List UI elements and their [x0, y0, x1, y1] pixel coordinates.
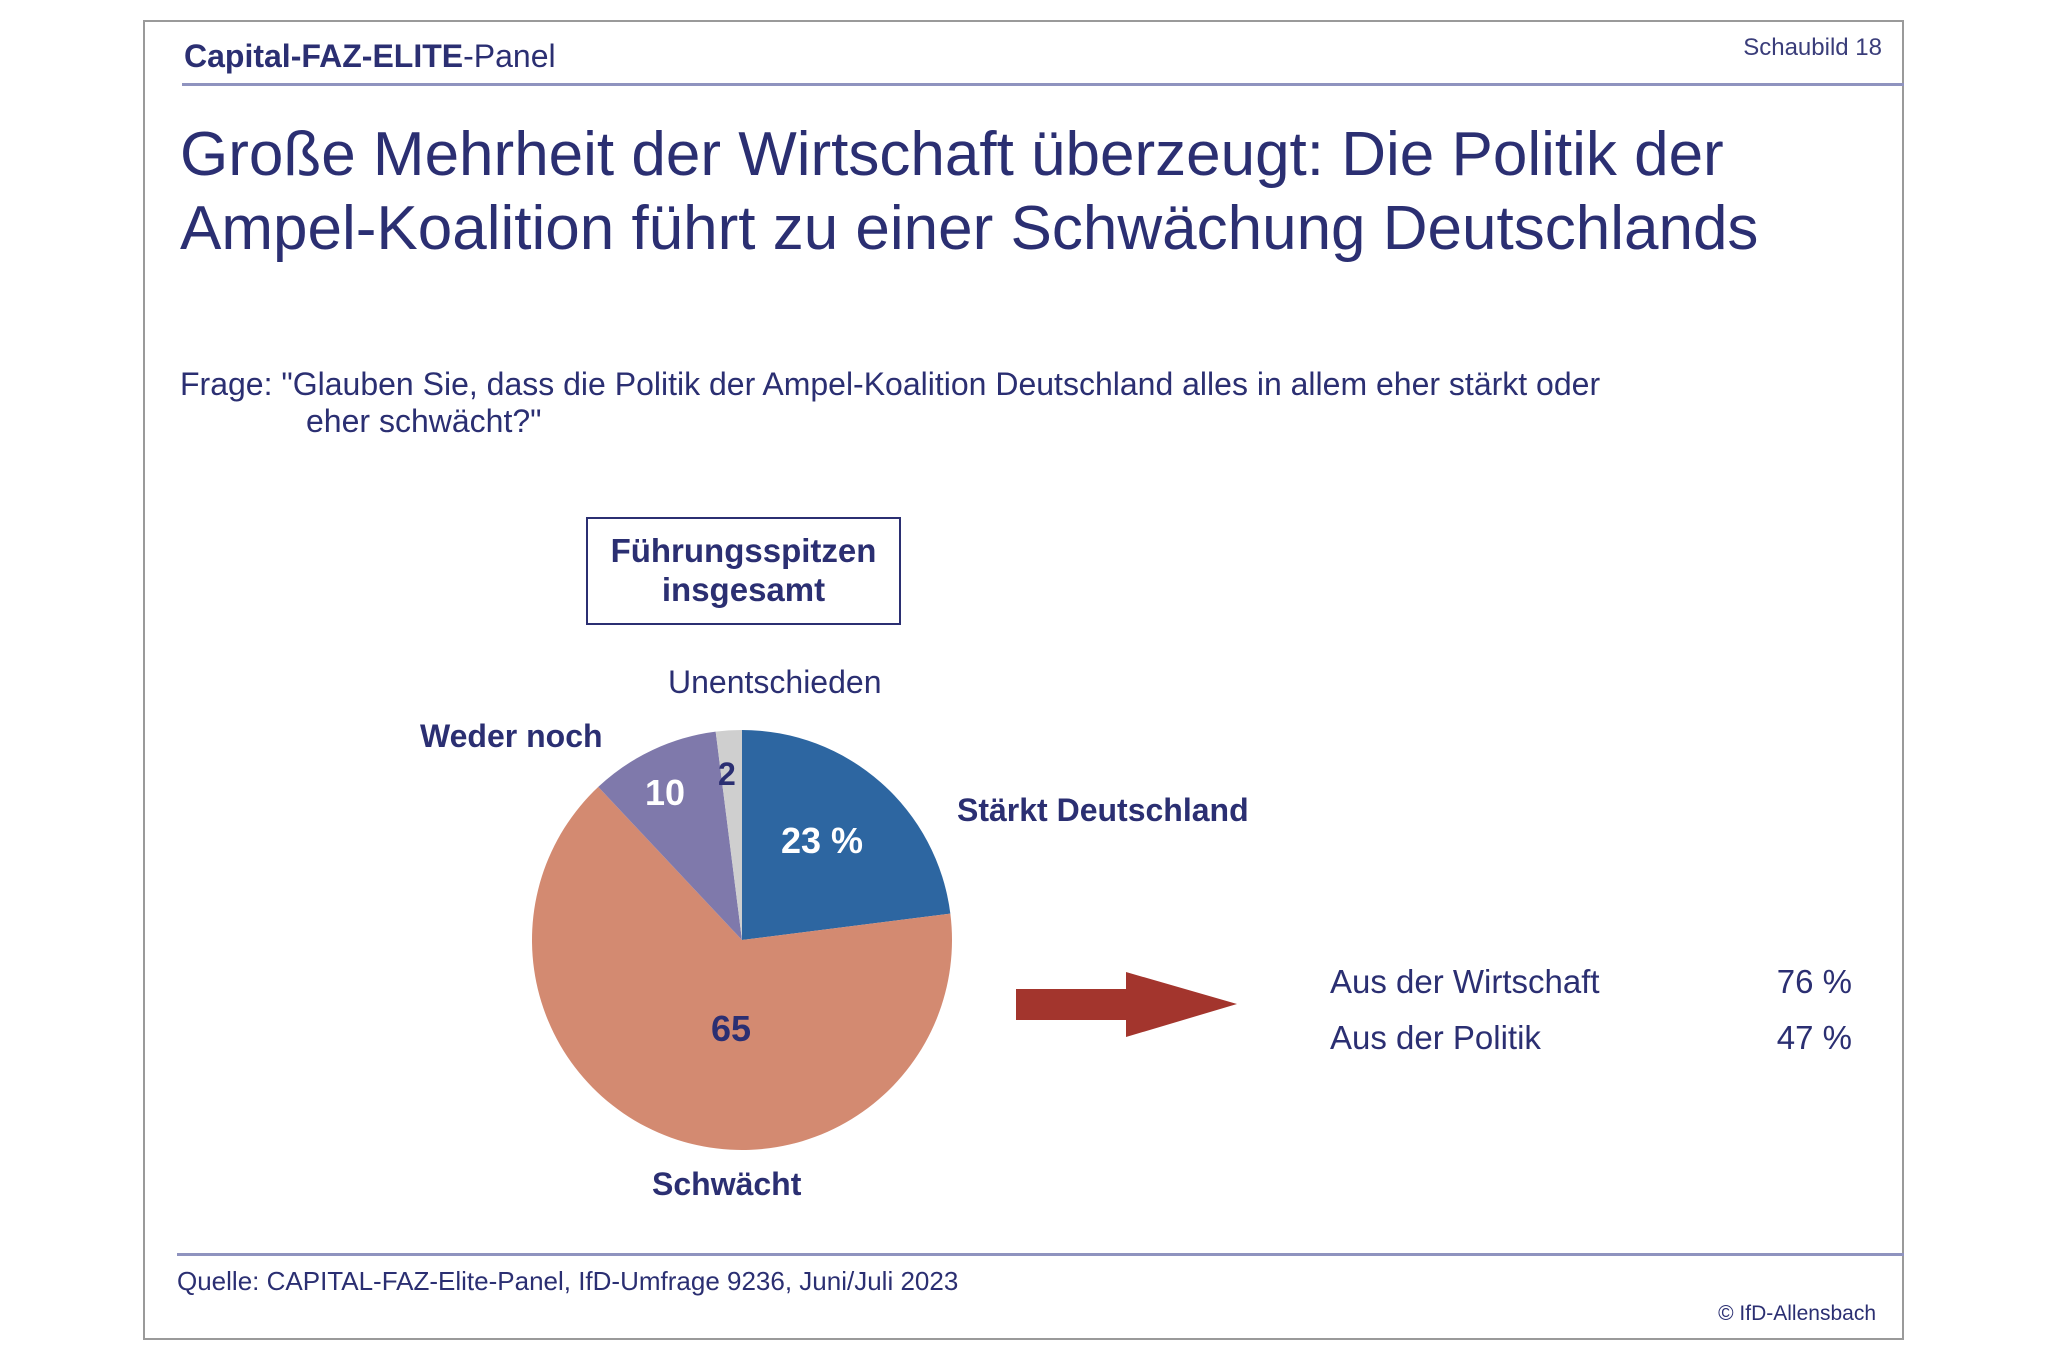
- question-line-1: Frage: "Glauben Sie, dass die Politik de…: [180, 366, 1601, 402]
- group-box-line-2: insgesamt: [661, 571, 826, 608]
- header-divider: [182, 83, 1904, 86]
- pie-slice-stärkt-deutschland: [742, 730, 951, 940]
- label-staerkt: Stärkt Deutschland: [957, 792, 1249, 828]
- chart-frame: [143, 20, 1904, 1340]
- source-note: Quelle: CAPITAL-FAZ-Elite-Panel, IfD-Umf…: [177, 1266, 959, 1296]
- brand-bold: Capital-FAZ-ELITE: [184, 38, 464, 74]
- brand-label: Capital-FAZ-ELITE-Panel: [184, 38, 556, 75]
- question-line-2: eher schwächt?": [306, 403, 542, 439]
- breakdown-label-wirtschaft: Aus der Wirtschaft: [1330, 963, 1600, 1000]
- value-weder-noch: 10: [645, 772, 686, 813]
- arrow-right-icon: [1016, 972, 1237, 1037]
- question-text: Frage: "Glauben Sie, dass die Politik de…: [180, 366, 1600, 440]
- value-staerkt: 23 %: [781, 820, 864, 861]
- breakdown-value-politik: 47 %: [1776, 1019, 1852, 1056]
- copyright: © IfD-Allensbach: [1718, 1302, 1876, 1325]
- breakdown-label-politik: Aus der Politik: [1330, 1019, 1541, 1056]
- label-schwaecht: Schwächt: [652, 1166, 802, 1202]
- chart-number: Schaubild 18: [1743, 34, 1882, 61]
- pie-slice-weder-noch: [598, 731, 742, 940]
- value-unentschieden: 2: [718, 756, 736, 792]
- pie-slice-unentschieden: [715, 730, 742, 940]
- breakdown-value-wirtschaft: 76 %: [1776, 963, 1852, 1000]
- label-weder-noch: Weder noch: [420, 718, 603, 754]
- label-unentschieden: Unentschieden: [668, 664, 882, 700]
- footer-divider: [177, 1253, 1904, 1256]
- value-schwaecht: 65: [711, 1008, 752, 1049]
- group-box: Führungsspitzen insgesamt: [586, 517, 901, 625]
- pie-slice-schwächt: [531, 786, 952, 1150]
- brand-rest: -Panel: [463, 38, 556, 74]
- page-title: Große Mehrheit der Wirtschaft überzeugt:…: [180, 120, 1759, 263]
- group-box-line-1: Führungsspitzen: [610, 532, 877, 569]
